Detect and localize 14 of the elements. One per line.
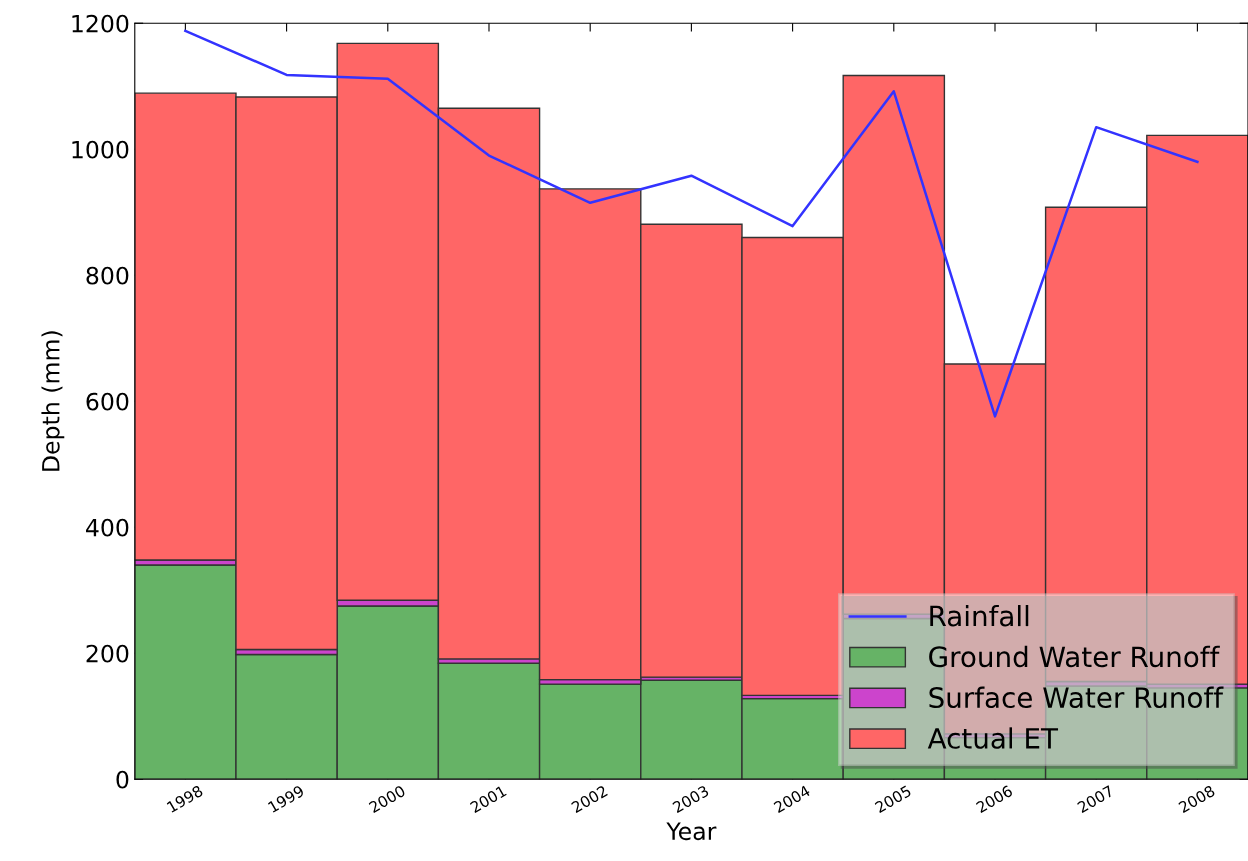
y-axis-title: Depth (mm) [41, 331, 65, 471]
y-tick-label: 400 [86, 518, 129, 537]
y-tick-label: 1000 [72, 140, 129, 159]
y-tick-label: 600 [86, 392, 129, 411]
y-tick-label: 200 [86, 644, 129, 663]
line-series [184, 29, 1199, 418]
legend-label: Ground Water Runoff [929, 645, 1220, 668]
legend-label: Rainfall [930, 605, 1029, 627]
y-tick-label: 1200 [72, 14, 129, 33]
legend-label: Actual ET [927, 727, 1059, 749]
x-axis-title: Year [666, 822, 717, 841]
legend-label: Surface Water Runoff [929, 686, 1224, 709]
y-tick-label: 800 [86, 266, 129, 285]
y-tick-label: 0 [116, 770, 129, 789]
